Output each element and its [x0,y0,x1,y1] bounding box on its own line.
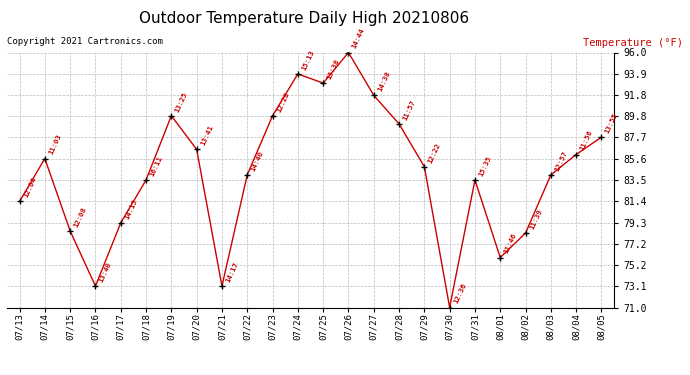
Text: 12:04: 12:04 [22,176,37,199]
Text: 12:28: 12:28 [275,91,290,113]
Text: 14:44: 14:44 [351,27,366,50]
Text: 13:38: 13:38 [326,58,341,80]
Text: 11:56: 11:56 [579,129,593,152]
Text: 14:40: 14:40 [250,150,265,172]
Text: 16:11: 16:11 [149,155,164,177]
Text: 14:15: 14:15 [124,198,138,220]
Text: 14:38: 14:38 [377,70,391,93]
Text: 11:03: 11:03 [48,134,62,156]
Text: 13:41: 13:41 [199,124,214,147]
Text: 14:17: 14:17 [225,261,239,283]
Text: 12:08: 12:08 [73,206,88,228]
Text: Outdoor Temperature Daily High 20210806: Outdoor Temperature Daily High 20210806 [139,11,469,26]
Text: 15:35: 15:35 [477,155,493,177]
Text: 11:39: 11:39 [529,208,543,230]
Text: 11:46: 11:46 [503,232,518,255]
Text: 13:55: 13:55 [604,112,619,134]
Text: 12:57: 12:57 [553,150,569,172]
Text: Temperature (°F): Temperature (°F) [583,38,683,48]
Text: 11:57: 11:57 [402,99,417,121]
Text: Copyright 2021 Cartronics.com: Copyright 2021 Cartronics.com [7,38,163,46]
Text: 12:36: 12:36 [453,282,467,305]
Text: 13:40: 13:40 [98,261,113,283]
Text: 15:13: 15:13 [301,49,315,71]
Text: 13:25: 13:25 [174,91,189,113]
Text: 12:22: 12:22 [427,142,442,164]
